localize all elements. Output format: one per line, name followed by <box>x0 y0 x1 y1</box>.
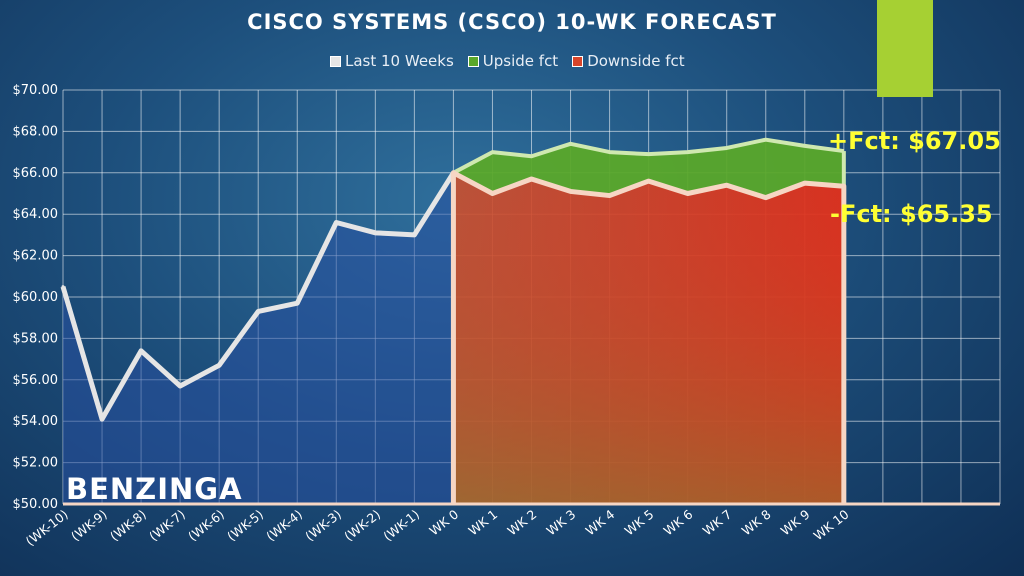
x-tick-label: WK 10 <box>811 507 852 544</box>
history-point <box>295 301 299 305</box>
legend-swatch-downside <box>572 55 584 67</box>
history-point <box>139 349 143 353</box>
history-point <box>412 233 416 237</box>
x-tick-label: (WK-3) <box>302 507 344 544</box>
chart-lines <box>60 137 1000 506</box>
x-tick-label: (WK-8) <box>107 507 149 544</box>
x-tick-label: (WK-7) <box>146 507 188 544</box>
legend-label-upside: Upside fct <box>482 52 559 70</box>
upside-line <box>452 137 845 175</box>
y-tick-label: $58.00 <box>13 331 59 346</box>
downside-area-shade <box>453 172 844 505</box>
x-tick-label: (WK-5) <box>224 507 266 544</box>
legend-label-downside: Downside fct <box>587 52 685 70</box>
y-tick-label: $50.00 <box>13 497 59 512</box>
chart-legend: Last 10 Weeks Upside fct Downside fct <box>330 52 685 70</box>
upside-forecast-annotation: +Fct: $67.05 <box>828 127 1001 155</box>
x-tick-label: WK 5 <box>622 507 657 539</box>
y-tick-label: $62.00 <box>13 249 59 264</box>
x-axis-ticks: (WK-10)(WK-9)(WK-8)(WK-7)(WK-6)(WK-5)(WK… <box>23 507 852 549</box>
x-tick-label: WK 2 <box>505 507 540 539</box>
x-tick-label: (WK-10) <box>23 507 71 549</box>
history-point <box>256 309 260 313</box>
x-tick-label: WK 3 <box>544 507 579 539</box>
x-tick-label: (WK-1) <box>380 507 422 544</box>
x-tick-label: WK 6 <box>661 507 696 539</box>
history-point <box>100 417 104 421</box>
history-point <box>373 231 377 235</box>
history-point <box>61 285 65 289</box>
chart-title: CISCO SYSTEMS (CSCO) 10-WK FORECAST <box>247 10 777 34</box>
y-tick-label: $60.00 <box>13 290 59 305</box>
x-tick-label: WK 9 <box>778 507 813 539</box>
y-tick-label: $54.00 <box>13 414 59 429</box>
downside-line <box>450 170 847 504</box>
x-tick-label: WK 0 <box>426 507 461 539</box>
history-point <box>178 384 182 388</box>
x-tick-label: (WK-4) <box>263 507 305 544</box>
legend-item-downside: Downside fct <box>572 52 685 70</box>
y-tick-label: $68.00 <box>13 124 59 139</box>
x-tick-label: (WK-2) <box>341 507 383 544</box>
legend-swatch-history <box>330 55 341 67</box>
history-point <box>217 363 221 367</box>
legend-item-history: Last 10 Weeks <box>330 52 454 70</box>
x-tick-label: WK 1 <box>465 507 500 539</box>
legend-label-history: Last 10 Weeks <box>345 52 454 70</box>
x-tick-label: WK 4 <box>583 507 618 539</box>
downside-forecast-annotation: -Fct: $65.35 <box>830 200 993 228</box>
benzinga-logo: BENZINGA <box>66 472 243 506</box>
x-tick-label: (WK-9) <box>68 507 110 544</box>
y-axis-ticks: $50.00 $52.00 $54.00 $56.00 $58.00 $60.00 $62.… <box>13 83 59 512</box>
history-area <box>63 172 454 505</box>
legend-swatch-upside <box>467 55 479 67</box>
legend-item-upside: Upside fct <box>467 52 559 70</box>
x-tick-label: (WK-6) <box>185 507 227 544</box>
y-tick-label: $64.00 <box>13 207 59 222</box>
y-tick-label: $70.00 <box>13 83 59 98</box>
y-tick-label: $56.00 <box>13 373 59 388</box>
chart-areas <box>63 139 844 505</box>
history-point <box>334 220 338 224</box>
y-tick-label: $52.00 <box>13 456 59 471</box>
y-tick-label: $66.00 <box>13 166 59 181</box>
x-tick-label: WK 7 <box>700 507 735 539</box>
x-tick-label: WK 8 <box>739 507 774 539</box>
accent-badge <box>877 0 933 97</box>
